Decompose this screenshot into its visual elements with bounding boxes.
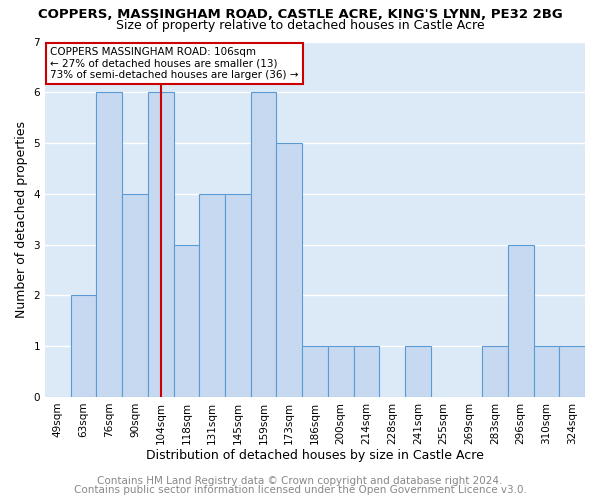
Bar: [405, 346, 431, 397]
X-axis label: Distribution of detached houses by size in Castle Acre: Distribution of detached houses by size …: [146, 450, 484, 462]
Bar: [508, 244, 533, 397]
Bar: [328, 346, 353, 397]
Bar: [353, 346, 379, 397]
Bar: [97, 92, 122, 397]
Bar: [173, 244, 199, 397]
Bar: [148, 92, 173, 397]
Bar: [71, 296, 97, 397]
Y-axis label: Number of detached properties: Number of detached properties: [15, 120, 28, 318]
Text: Contains public sector information licensed under the Open Government Licence v3: Contains public sector information licen…: [74, 485, 526, 495]
Bar: [122, 194, 148, 397]
Bar: [251, 92, 277, 397]
Text: Contains HM Land Registry data © Crown copyright and database right 2024.: Contains HM Land Registry data © Crown c…: [97, 476, 503, 486]
Bar: [482, 346, 508, 397]
Text: COPPERS, MASSINGHAM ROAD, CASTLE ACRE, KING'S LYNN, PE32 2BG: COPPERS, MASSINGHAM ROAD, CASTLE ACRE, K…: [38, 8, 562, 20]
Bar: [277, 143, 302, 397]
Text: Size of property relative to detached houses in Castle Acre: Size of property relative to detached ho…: [116, 18, 484, 32]
Bar: [199, 194, 225, 397]
Bar: [533, 346, 559, 397]
Bar: [225, 194, 251, 397]
Text: COPPERS MASSINGHAM ROAD: 106sqm
← 27% of detached houses are smaller (13)
73% of: COPPERS MASSINGHAM ROAD: 106sqm ← 27% of…: [50, 47, 299, 80]
Bar: [559, 346, 585, 397]
Bar: [302, 346, 328, 397]
